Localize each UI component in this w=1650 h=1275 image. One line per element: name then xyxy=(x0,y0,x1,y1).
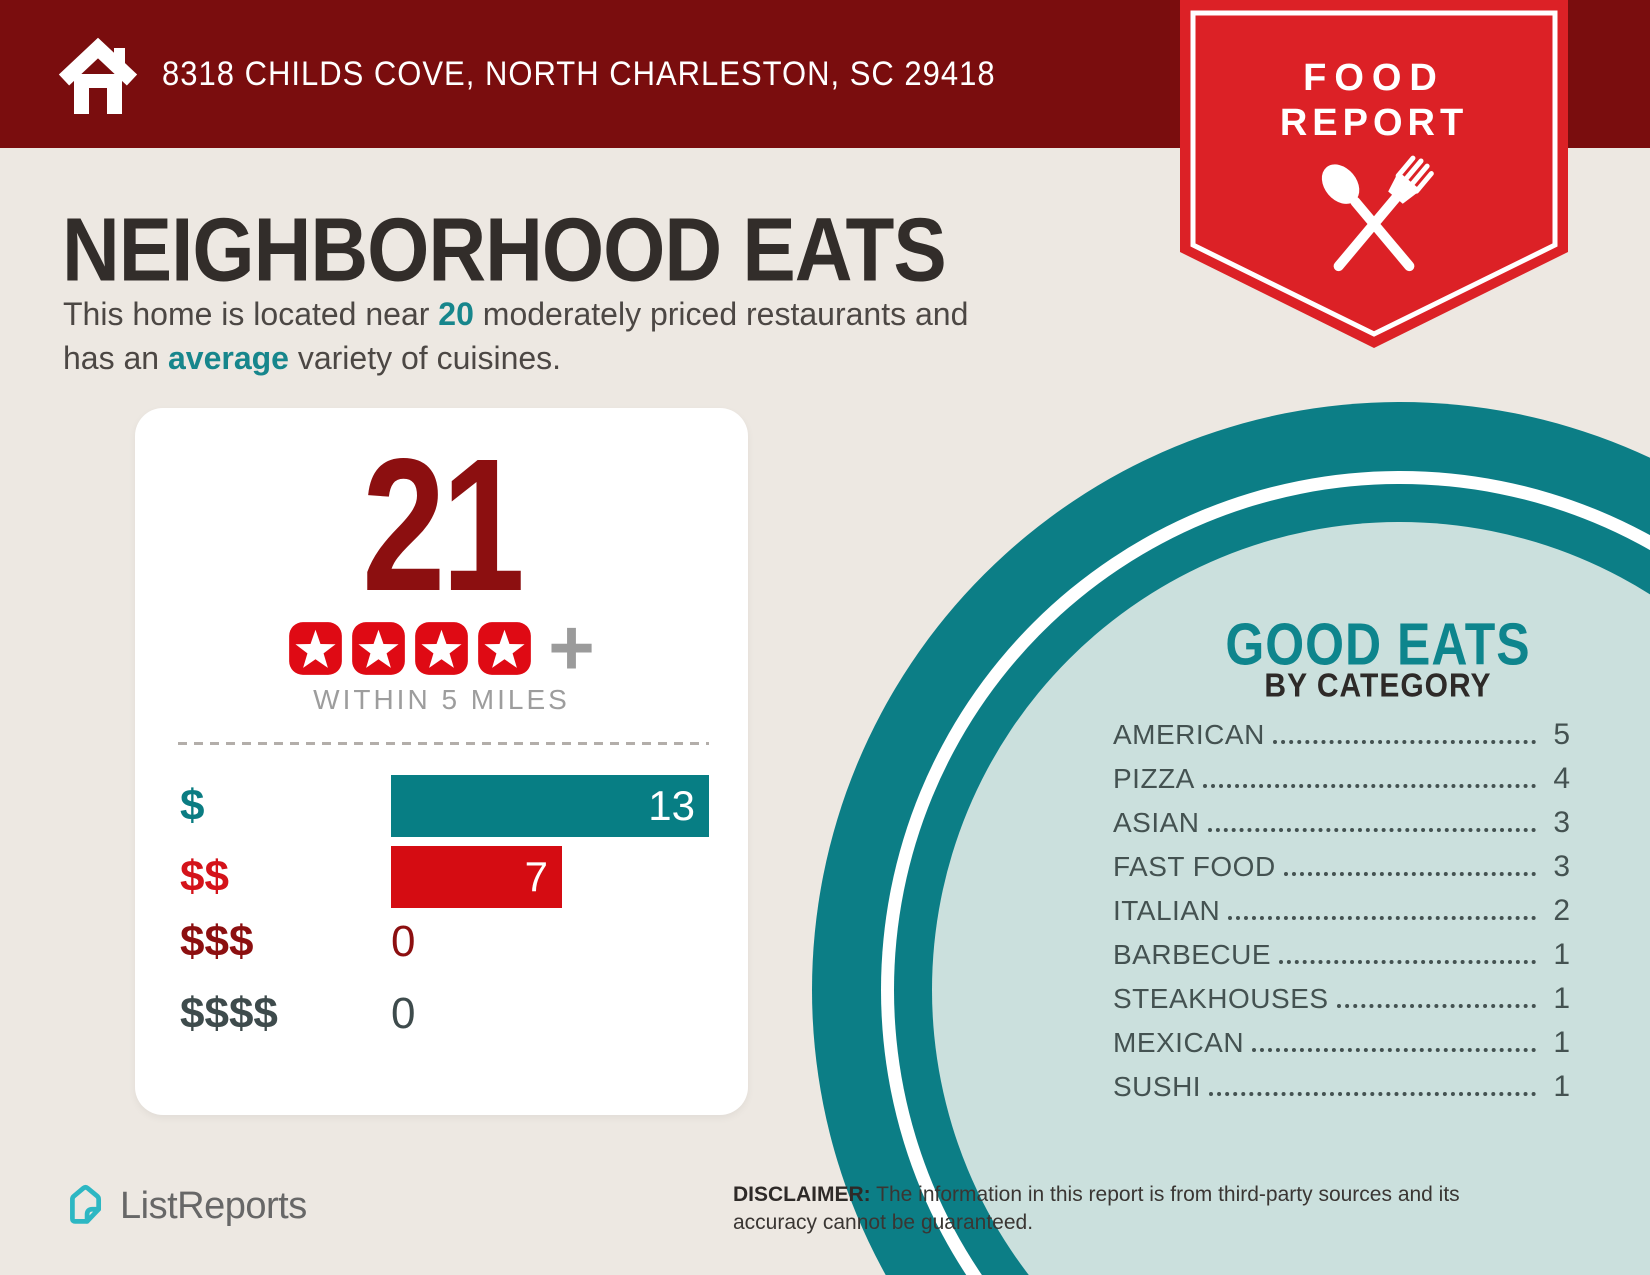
plus-suffix: + xyxy=(548,602,595,692)
dotted-leader xyxy=(1228,916,1536,920)
price-level-chart: $13 $$ 7 $$$ 0 $$$$ 0 xyxy=(135,408,748,1115)
page-subtitle: This home is located near 20 moderately … xyxy=(63,292,968,380)
food-report-ribbon: FOOD REPORT xyxy=(1180,0,1568,361)
category-row: ASIAN 3 xyxy=(1113,801,1570,845)
price-bar-value: 13 xyxy=(648,782,695,829)
category-label: AMERICAN xyxy=(1113,719,1265,750)
price-row: $13 xyxy=(135,775,748,837)
restaurant-count: 21 xyxy=(362,418,525,631)
price-bar-value: 0 xyxy=(391,989,416,1038)
disclaimer-text-line1: The information in this report is from t… xyxy=(870,1183,1460,1206)
disclaimer: DISCLAIMER: The information in this repo… xyxy=(733,1181,1573,1237)
dotted-leader xyxy=(1207,828,1536,832)
category-row: MEXICAN 1 xyxy=(1113,1021,1570,1065)
listreports-logo: ListReports xyxy=(64,1180,307,1233)
price-row: $$$ 0 xyxy=(135,911,748,973)
category-count: 3 xyxy=(1553,806,1570,839)
good-eats-title: GOOD EATS xyxy=(1225,611,1531,678)
dotted-leader xyxy=(1279,960,1536,964)
star-rating: + xyxy=(135,602,748,692)
dotted-leader xyxy=(1336,1004,1536,1008)
category-label: PIZZA xyxy=(1113,763,1195,794)
price-level-label: $ xyxy=(180,781,205,830)
category-count: 4 xyxy=(1553,762,1570,795)
restaurant-count-highlight: 20 xyxy=(438,296,474,332)
listreports-house-icon xyxy=(64,1180,106,1233)
price-bar-value: 7 xyxy=(524,853,548,900)
spoon-fork-icon xyxy=(1321,155,1434,272)
variety-highlight: average xyxy=(167,340,289,376)
star-badge-icon xyxy=(477,621,532,681)
category-row: BARBECUE 1 xyxy=(1113,933,1570,977)
dotted-leader xyxy=(1252,1048,1536,1052)
category-row: AMERICAN 5 xyxy=(1113,713,1570,757)
category-row: SUSHI 1 xyxy=(1113,1065,1570,1109)
star-badge-icon xyxy=(414,621,469,681)
dashed-divider xyxy=(178,742,709,745)
category-label: MEXICAN xyxy=(1113,1027,1245,1058)
radius-label: WITHIN 5 MILES xyxy=(313,684,570,715)
dotted-leader xyxy=(1283,872,1536,876)
ribbon-shape xyxy=(1180,0,1568,348)
page-title: NEIGHBORHOOD EATS xyxy=(62,199,947,300)
category-row: STEAKHOUSES 1 xyxy=(1113,977,1570,1021)
good-eats-subtitle: BY CATEGORY xyxy=(1264,668,1492,705)
disclaimer-text-line2: accuracy cannot be guaranteed. xyxy=(733,1211,1034,1234)
address-banner-content: 8318 CHILDS COVE, NORTH CHARLESTON, SC 2… xyxy=(56,0,996,148)
price-level-label: $$$ xyxy=(180,917,254,966)
category-list: AMERICAN 5 PIZZA 4 ASIAN 3 FAST FOOD 3 ITALIAN 2 B… xyxy=(1113,713,1570,1109)
category-label: BARBECUE xyxy=(1113,939,1272,970)
subtitle-text: variety of cuisines. xyxy=(288,340,562,376)
home-icon xyxy=(56,26,140,123)
price-bar-value: 0 xyxy=(391,917,416,966)
price-row: $$ 7 xyxy=(135,846,748,908)
category-label: FAST FOOD xyxy=(1113,851,1276,882)
category-label: SUSHI xyxy=(1113,1071,1202,1102)
subtitle-text: This home is located near xyxy=(63,296,439,332)
category-count: 1 xyxy=(1553,1026,1570,1059)
category-count: 2 xyxy=(1553,894,1570,927)
category-count: 3 xyxy=(1553,850,1570,883)
disclaimer-label: DISCLAIMER: xyxy=(733,1183,871,1206)
dotted-leader xyxy=(1202,784,1536,788)
subtitle-text: moderately priced restaurants and xyxy=(473,296,969,332)
star-badge-icon xyxy=(288,621,343,681)
price-bar: 13 xyxy=(391,775,709,837)
ribbon-line1: FOOD xyxy=(1303,57,1445,99)
dotted-leader xyxy=(1209,1092,1536,1096)
dotted-leader xyxy=(1272,740,1536,744)
category-label: STEAKHOUSES xyxy=(1113,983,1329,1014)
ribbon-line2: REPORT xyxy=(1280,102,1468,144)
category-count: 5 xyxy=(1553,718,1570,751)
price-level-label: $$ xyxy=(180,852,229,901)
price-level-label: $$$$ xyxy=(180,989,278,1038)
property-address: 8318 CHILDS COVE, NORTH CHARLESTON, SC 2… xyxy=(162,53,996,94)
category-row: PIZZA 4 xyxy=(1113,757,1570,801)
restaurant-summary-card: 21 + WITHIN 5 MILES $13 $$ 7 $$$ 0 $$$$ 0 xyxy=(135,408,748,1115)
category-row: ITALIAN 2 xyxy=(1113,889,1570,933)
subtitle-text: has an xyxy=(63,340,168,376)
category-count: 1 xyxy=(1553,982,1570,1015)
listreports-wordmark: ListReports xyxy=(120,1185,307,1227)
category-label: ASIAN xyxy=(1113,807,1200,838)
price-row: $$$$ 0 xyxy=(135,983,748,1045)
category-label: ITALIAN xyxy=(1113,895,1221,926)
category-count: 1 xyxy=(1553,1070,1570,1103)
star-badge-icon xyxy=(351,621,406,681)
price-bar: 7 xyxy=(391,846,562,908)
category-row: FAST FOOD 3 xyxy=(1113,845,1570,889)
category-count: 1 xyxy=(1553,938,1570,971)
